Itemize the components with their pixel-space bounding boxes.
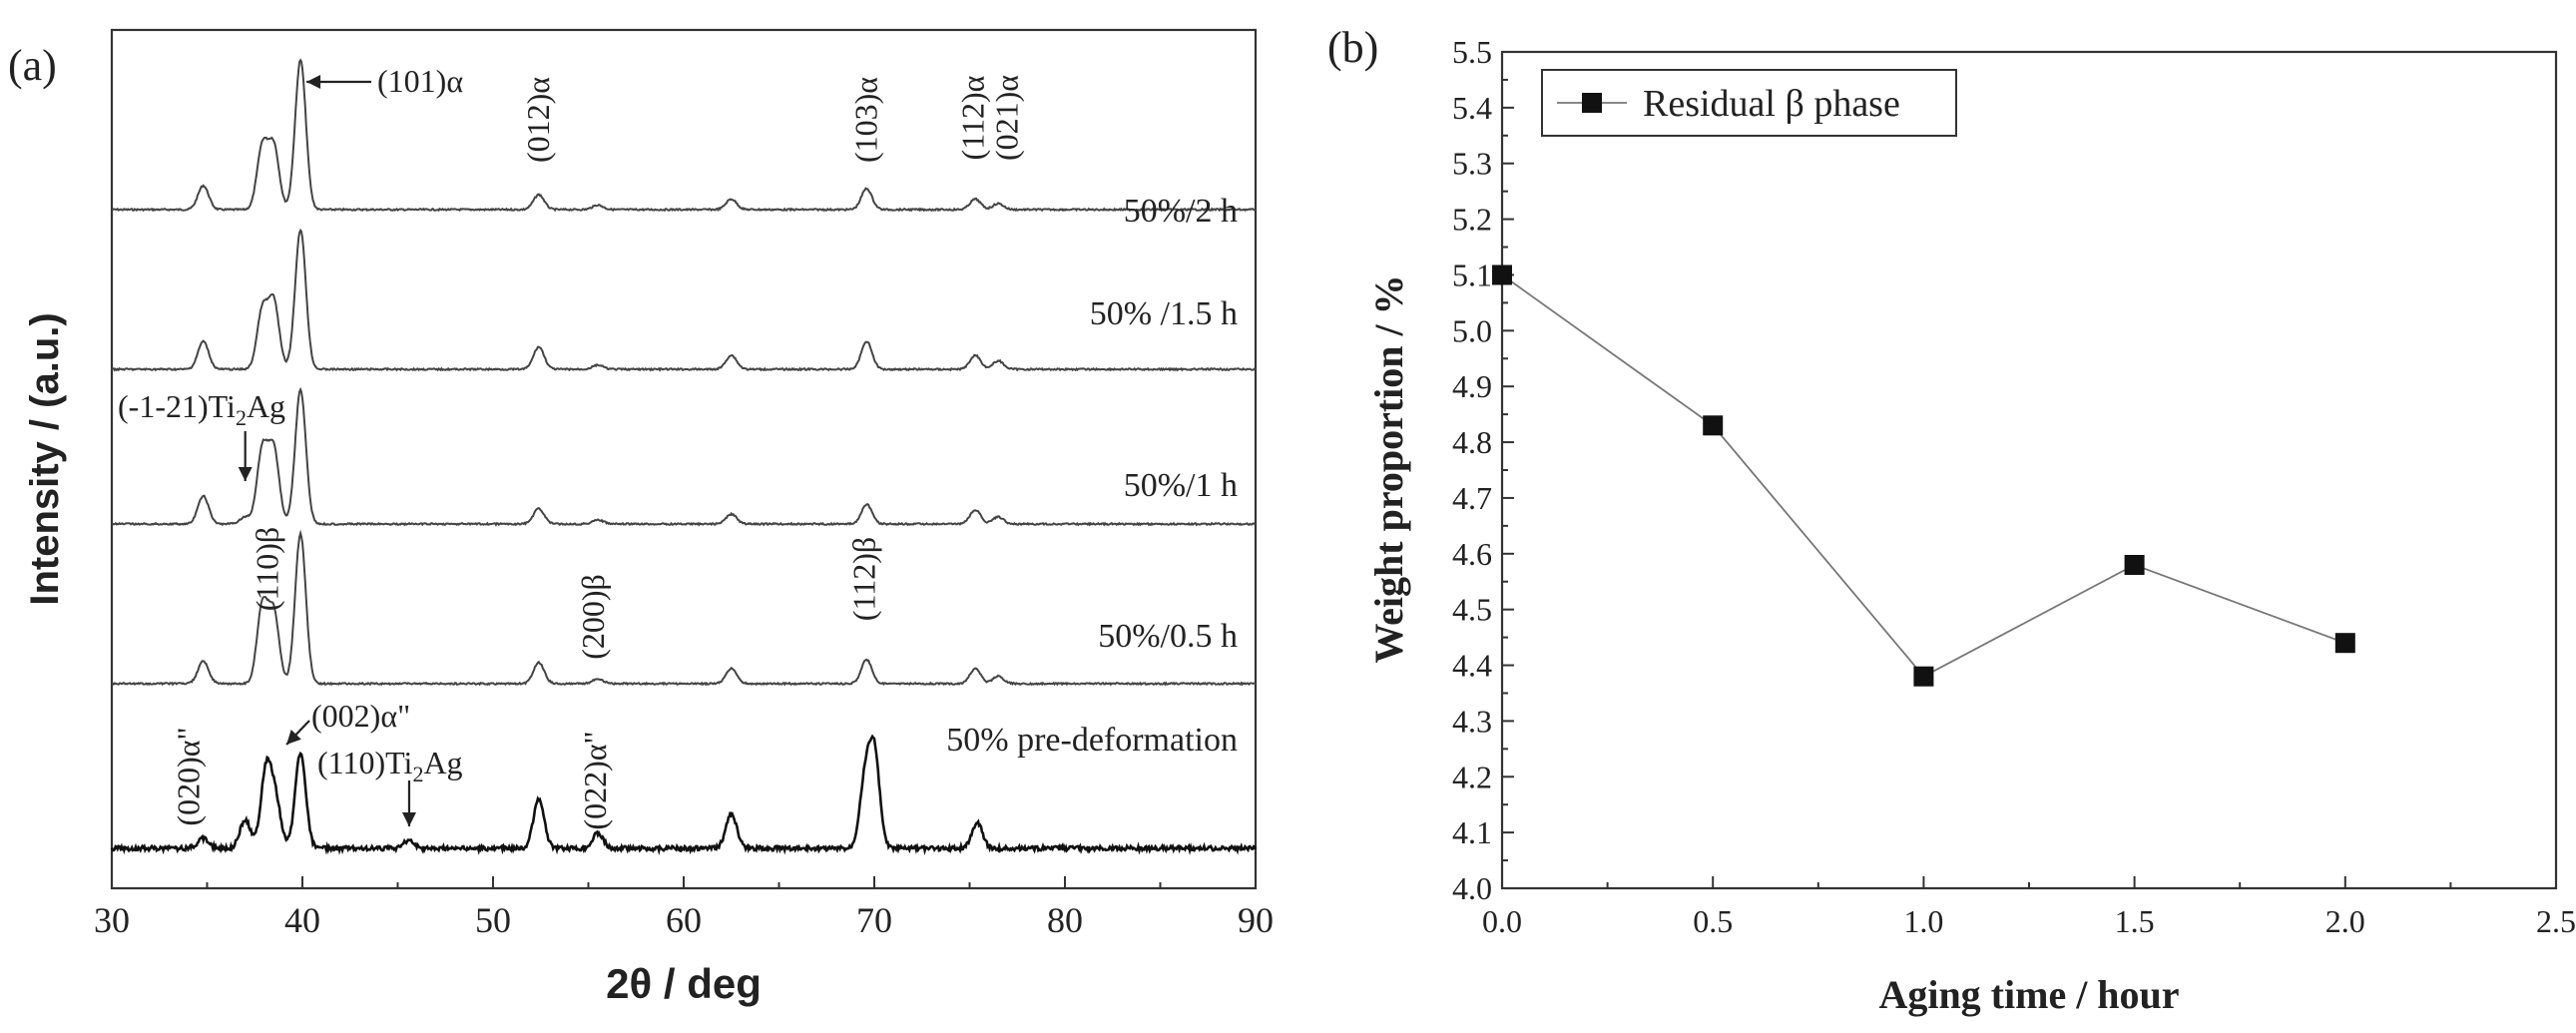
xrd-x-tick-label: 30: [94, 900, 130, 940]
beta-y-tick-label: 5.3: [1452, 146, 1492, 182]
xrd-peak-label: (200)β: [575, 574, 611, 660]
xrd-x-axis: 30 40 50 60 70 80 90: [94, 876, 1274, 940]
xrd-x-tick-label: 90: [1238, 900, 1274, 940]
xrd-trace-label: 50% /1.5 h: [1090, 295, 1238, 332]
beta-y-tick-label: 4.1: [1452, 814, 1492, 850]
beta-y-tick-label: 5.0: [1452, 312, 1492, 348]
xrd-plot: 30 40 50 60 70 80 90 50%/2 h50% /1.5 h50%/1 h5…: [94, 28, 1274, 940]
beta-x-axis: 0.0 0.5 1.0 1.5 2.0 2.5: [1482, 876, 2576, 939]
xrd-annotations: (101)α (012)α (103)α (112)α(021)α(-1-21)Ti2…: [118, 63, 1025, 830]
beta-x-tick-label: 1.0: [1903, 903, 1943, 939]
beta-x-tick-label: 2.0: [2325, 903, 2365, 939]
xrd-peak-label: (012)α: [520, 77, 556, 163]
beta-y-tick-label: 4.3: [1452, 703, 1492, 739]
beta-y-tick-label: 5.1: [1452, 257, 1492, 292]
xrd-peak-label: (112)α: [954, 75, 990, 160]
beta-y-axis-label: Weight proportion / %: [1366, 274, 1411, 663]
xrd-plot-frame: [110, 28, 1258, 890]
xrd-x-tick-label: 40: [284, 900, 320, 940]
beta-y-tick-label: 4.6: [1452, 536, 1492, 572]
xrd-trace: [111, 58, 1257, 213]
panel-a-label: (a): [8, 41, 57, 90]
xrd-peak-label: (022)α": [577, 731, 613, 829]
beta-plot-frame: [1500, 50, 2558, 890]
beta-x-axis-label: Aging time / hour: [1878, 972, 2179, 1017]
xrd-traces: 50%/2 h 50% /1.5 h 50%/1 h 50%/0.5 h 50% pre…: [110, 58, 1258, 856]
legend-marker: [1582, 93, 1602, 113]
label-subscript: 2: [236, 405, 247, 430]
xrd-annotation-arrow-head: [238, 467, 253, 481]
xrd-annotation-arrow-head: [306, 75, 321, 89]
xrd-peak-label: (103)α: [847, 77, 883, 163]
xrd-x-axis-label: 2θ / deg: [606, 960, 762, 1007]
beta-x-tick-label: 1.5: [2115, 903, 2155, 939]
beta-y-tick-label: 5.5: [1452, 34, 1492, 70]
xrd-trace-label: 50%/0.5 h: [1098, 618, 1238, 655]
xrd-trace: [111, 228, 1257, 372]
beta-y-tick-label: 4.5: [1452, 592, 1492, 628]
beta-y-tick-label: 5.2: [1452, 202, 1492, 238]
xrd-trace: [110, 734, 1258, 856]
beta-y-tick-label: 5.4: [1452, 90, 1492, 126]
beta-series: [1492, 264, 2355, 687]
xrd-trace-label: 50%/1 h: [1124, 467, 1238, 504]
xrd-x-tick-label: 60: [666, 900, 702, 940]
beta-data-point: [1492, 264, 1512, 285]
beta-data-point: [2334, 633, 2355, 654]
beta-data-point: [1703, 415, 1724, 436]
label-part: (-1-21)Ti: [118, 388, 236, 424]
beta-y-tick-label: 4.0: [1452, 870, 1492, 906]
xrd-peak-label: (-1-21)Ti2Ag: [118, 388, 285, 430]
xrd-x-tick-label: 50: [475, 900, 511, 940]
beta-x-tick-label: 0.5: [1693, 903, 1733, 939]
xrd-x-tick-label: 80: [1047, 900, 1083, 940]
beta-y-tick-label: 4.8: [1452, 424, 1492, 460]
xrd-peak-label: (021)α: [989, 75, 1025, 161]
beta-data-point: [1913, 666, 1934, 687]
xrd-trace-label: 50%/2 h: [1124, 193, 1238, 230]
beta-phase-plot: 0.0 0.5 1.0 1.5 2.0 2.5 4.0 4.1 4.2 4.3 4.4 4.5 4.6…: [1452, 34, 2576, 939]
xrd-trace: [111, 386, 1257, 527]
xrd-peak-label: (112)β: [845, 537, 881, 621]
xrd-annotation-arrow-head: [286, 730, 301, 745]
xrd-x-tick-label: 70: [856, 900, 892, 940]
xrd-annotation-arrow-head: [401, 812, 416, 826]
beta-y-tick-label: 4.4: [1452, 648, 1492, 684]
beta-data-point: [2124, 555, 2145, 575]
xrd-peak-label: (002)α": [311, 698, 410, 734]
panel-b-label: (b): [1327, 23, 1378, 72]
xrd-peak-label: (101)α: [377, 63, 463, 99]
label-part: Ag: [247, 388, 285, 424]
xrd-peak-label: (110)Ti2Ag: [317, 745, 463, 786]
beta-series-line: [1501, 273, 2346, 678]
beta-x-tick-label: 0.0: [1482, 903, 1522, 939]
xrd-trace: [111, 529, 1257, 687]
xrd-peak-label: (110)β: [249, 527, 284, 611]
legend-label: Residual β phase: [1643, 83, 1900, 125]
xrd-trace-label: 50% pre-deformation: [946, 722, 1238, 759]
xrd-peak-label: (020)α": [171, 727, 207, 825]
beta-x-tick-label: 2.5: [2536, 903, 2576, 939]
beta-y-axis: 4.0 4.1 4.2 4.3 4.4 4.5 4.6 4.7 4.8 4.9 5.0 5.1 5.2 5…: [1452, 34, 1514, 906]
label-part: Ag: [423, 745, 462, 780]
beta-y-tick-label: 4.7: [1452, 480, 1492, 516]
beta-y-tick-label: 4.2: [1452, 759, 1492, 794]
label-subscript: 2: [412, 762, 423, 786]
beta-y-tick-label: 4.9: [1452, 368, 1492, 404]
label-part: (110)Ti: [317, 745, 413, 780]
xrd-y-axis-label: Intensity / (a.u.): [23, 312, 67, 605]
legend: Residual β phase: [1541, 69, 1957, 137]
